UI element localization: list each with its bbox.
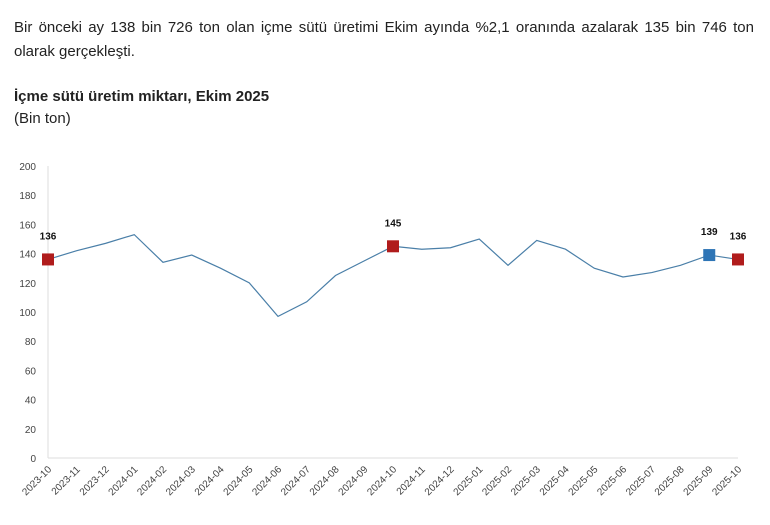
x-tick-label: 2025-04 [538, 464, 572, 498]
chart-unit-label: (Bin ton) [14, 110, 71, 127]
highlight-marker [732, 253, 744, 266]
x-tick-label: 2024-04 [193, 464, 227, 498]
x-tick-label: 2025-10 [710, 464, 744, 498]
x-tick-label: 2024-12 [423, 464, 457, 498]
data-label: 136 [730, 231, 747, 242]
x-tick-label: 2023-11 [50, 464, 84, 498]
y-tick-label: 60 [25, 366, 37, 377]
x-tick-label: 2025-03 [509, 464, 543, 498]
data-label: 139 [701, 227, 718, 238]
data-label: 136 [40, 231, 57, 242]
x-tick-label: 2025-09 [682, 464, 716, 498]
x-tick-label: 2025-05 [567, 464, 601, 498]
y-tick-label: 160 [19, 220, 36, 231]
x-tick-label: 2023-10 [20, 464, 54, 498]
highlight-marker [42, 253, 54, 266]
y-tick-label: 200 [19, 162, 36, 173]
x-tick-label: 2025-01 [452, 464, 486, 498]
y-tick-label: 80 [25, 337, 37, 348]
y-tick-label: 40 [25, 396, 37, 407]
chart-title: İçme sütü üretim miktarı, Ekim 2025 [14, 88, 270, 105]
y-tick-label: 120 [19, 279, 36, 290]
y-tick-label: 0 [30, 454, 36, 465]
highlight-marker [387, 240, 399, 253]
y-tick-label: 100 [19, 308, 36, 319]
x-tick-label: 2025-06 [595, 464, 629, 498]
y-tick-label: 20 [25, 425, 37, 436]
x-tick-label: 2025-08 [653, 464, 687, 498]
x-tick-label: 2024-10 [365, 464, 399, 498]
data-label: 145 [385, 218, 402, 229]
x-tick-label: 2024-08 [308, 464, 342, 498]
x-tick-label: 2024-05 [222, 464, 256, 498]
x-tick-label: 2024-09 [337, 464, 371, 498]
x-tick-label: 2024-11 [395, 464, 429, 498]
x-tick-label: 2024-03 [164, 464, 198, 498]
x-tick-label: 2024-06 [250, 464, 284, 498]
highlight-marker [703, 249, 716, 262]
x-tick-label: 2025-07 [624, 464, 658, 498]
x-tick-label: 2024-07 [279, 464, 313, 498]
x-tick-label: 2024-01 [107, 464, 141, 498]
y-tick-label: 180 [19, 191, 36, 202]
x-tick-label: 2024-02 [135, 464, 169, 498]
x-tick-label: 2023-12 [78, 464, 112, 498]
y-tick-label: 140 [19, 250, 36, 261]
intro-paragraph: Bir önceki ay 138 bin 726 ton olan içme … [14, 19, 754, 60]
x-tick-label: 2025-02 [480, 464, 514, 498]
